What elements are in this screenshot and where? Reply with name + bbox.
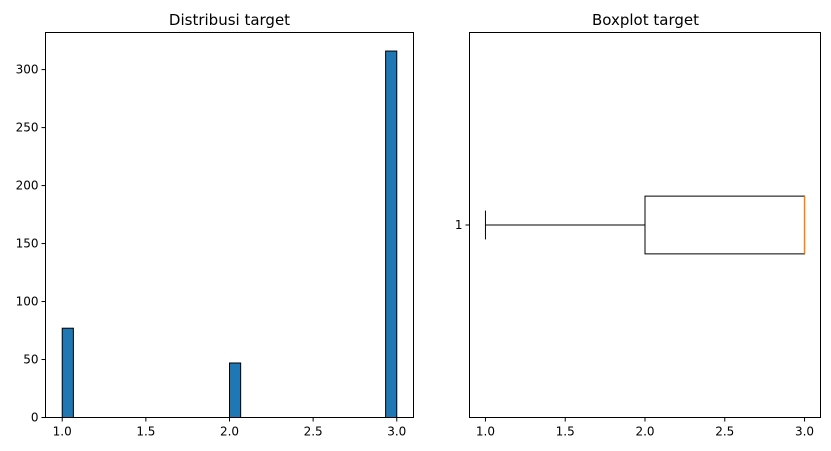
- histogram-bar-3: [385, 50, 398, 418]
- histogram-bar-2: [229, 362, 242, 418]
- histogram-bars: [61, 50, 398, 418]
- x-tick-label: 1.0: [476, 425, 495, 439]
- x-tick-label: 2.0: [635, 425, 654, 439]
- boxplot-y-axis: 1: [455, 218, 470, 232]
- boxplot-box: [644, 195, 806, 255]
- y-tick-label: 0: [31, 411, 39, 425]
- x-tick-label: 3.0: [795, 425, 814, 439]
- histogram-y-axis: 0 50 100 150 200 250 300: [16, 63, 46, 425]
- boxplot-panel: Boxplot target 1.0 1.5 2.0 2.5 3.0 1: [455, 11, 821, 439]
- x-tick-label: 1.5: [556, 425, 575, 439]
- x-tick-label: 2.5: [715, 425, 734, 439]
- y-tick-label: 200: [16, 179, 39, 193]
- histogram-bar-1: [61, 327, 74, 418]
- histogram-x-axis: 1.0 1.5 2.0 2.5 3.0: [53, 417, 406, 439]
- boxplot-title: Boxplot target: [592, 11, 699, 29]
- x-tick-label: 3.0: [387, 425, 406, 439]
- y-tick-label: 100: [16, 295, 39, 309]
- x-tick-label: 2.5: [304, 425, 323, 439]
- histogram-title: Distribusi target: [169, 11, 290, 29]
- boxplot-marks: [484, 195, 806, 255]
- x-tick-label: 1.0: [53, 425, 72, 439]
- x-tick-label: 1.5: [136, 425, 155, 439]
- y-tick-label: 50: [23, 353, 38, 367]
- boxplot-x-axis: 1.0 1.5 2.0 2.5 3.0: [476, 417, 814, 439]
- x-tick-label: 2.0: [220, 425, 239, 439]
- histogram-frame: [45, 32, 414, 418]
- boxplot-frame: [469, 32, 821, 418]
- y-tick-label: 300: [16, 63, 39, 77]
- y-tick-label: 250: [16, 121, 39, 135]
- y-tick-label: 1: [455, 218, 463, 232]
- y-tick-label: 150: [16, 237, 39, 251]
- histogram-panel: Distribusi target 1.0 1.5 2.0 2.5 3.0 0 50 100…: [16, 11, 414, 439]
